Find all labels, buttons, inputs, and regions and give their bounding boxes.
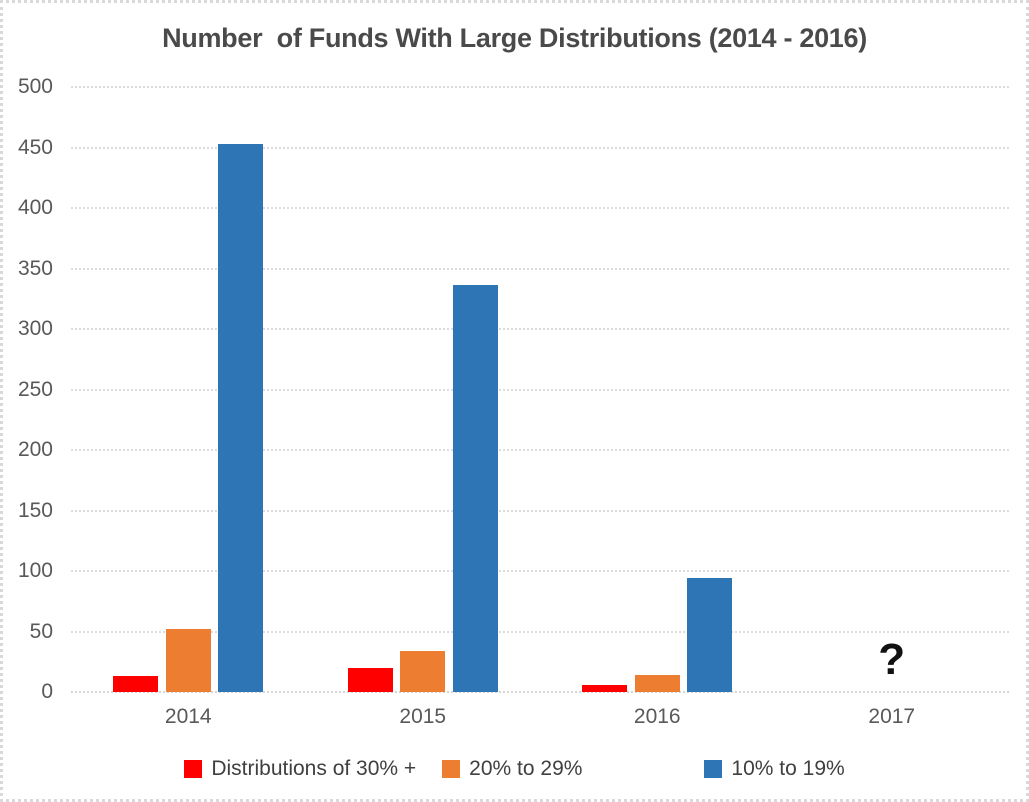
bar-2016-series-1	[634, 675, 680, 692]
gridline-50	[71, 630, 1009, 633]
bar-2014-series-0	[113, 676, 159, 692]
legend-swatch-orange	[442, 760, 461, 778]
x-axis-labels: 2014 2015 2016 2017	[71, 705, 1009, 735]
bar-2016-series-0	[582, 684, 628, 692]
y-tick-label-0: 0	[41, 680, 53, 703]
y-tick-label-350: 350	[17, 256, 53, 280]
y-axis-labels: 0 50 100 150 200 250 300 350 400 450 500	[3, 75, 53, 703]
x-tick-label-2015: 2015	[399, 705, 447, 728]
y-tick-label-400: 400	[17, 196, 53, 219]
legend-item-10-to-19: 10% to 19%	[704, 754, 845, 784]
legend: Distributions of 30% + 20% to 29% 10% to…	[3, 754, 1026, 784]
bar-2014-series-1	[165, 629, 211, 692]
gridline-400	[71, 207, 1009, 209]
y-tick-label-150: 150	[17, 498, 53, 522]
bar-2015-series-1	[400, 650, 446, 692]
gridline-450	[71, 146, 1009, 149]
gridline-150	[71, 509, 1009, 512]
legend-swatch-blue	[704, 760, 723, 778]
x-tick-label-2014: 2014	[164, 705, 212, 728]
unknown-value-annotation: ?	[878, 635, 906, 684]
gridline-350	[71, 267, 1009, 270]
y-tick-label-450: 450	[17, 135, 53, 159]
y-tick-label-200: 200	[17, 438, 53, 461]
y-tick-label-50: 50	[29, 619, 53, 643]
legend-item-distributions-30-plus: Distributions of 30% +	[184, 754, 416, 784]
bar-2014-series-2	[218, 143, 264, 692]
gridline-100	[71, 570, 1009, 572]
plot-area: ?	[71, 86, 1009, 693]
y-tick-label-250: 250	[17, 377, 53, 401]
y-tick-label-300: 300	[17, 317, 53, 340]
y-tick-label-500: 500	[17, 75, 53, 98]
gridline-250	[71, 388, 1009, 391]
legend-swatch-red	[184, 760, 203, 778]
y-tick-label-100: 100	[17, 559, 53, 582]
legend-item-20-to-29: 20% to 29%	[442, 754, 582, 784]
x-tick-label-2017: 2017	[868, 705, 916, 728]
bar-2016-series-2	[687, 578, 733, 692]
legend-label-10-to-19: 10% to 19%	[731, 757, 845, 780]
gridline-0	[71, 691, 1009, 693]
bar-2015-series-2	[452, 285, 498, 692]
gridline-500	[71, 86, 1009, 88]
chart-title: Number of Funds With Large Distributions…	[162, 23, 867, 53]
gridline-200	[71, 449, 1009, 451]
gridline-300	[71, 328, 1009, 330]
legend-label-20-to-29: 20% to 29%	[469, 757, 583, 780]
legend-label-distributions-30-plus: Distributions of 30% +	[211, 757, 417, 780]
bar-2015-series-0	[347, 667, 393, 692]
x-tick-label-2016: 2016	[633, 705, 681, 728]
